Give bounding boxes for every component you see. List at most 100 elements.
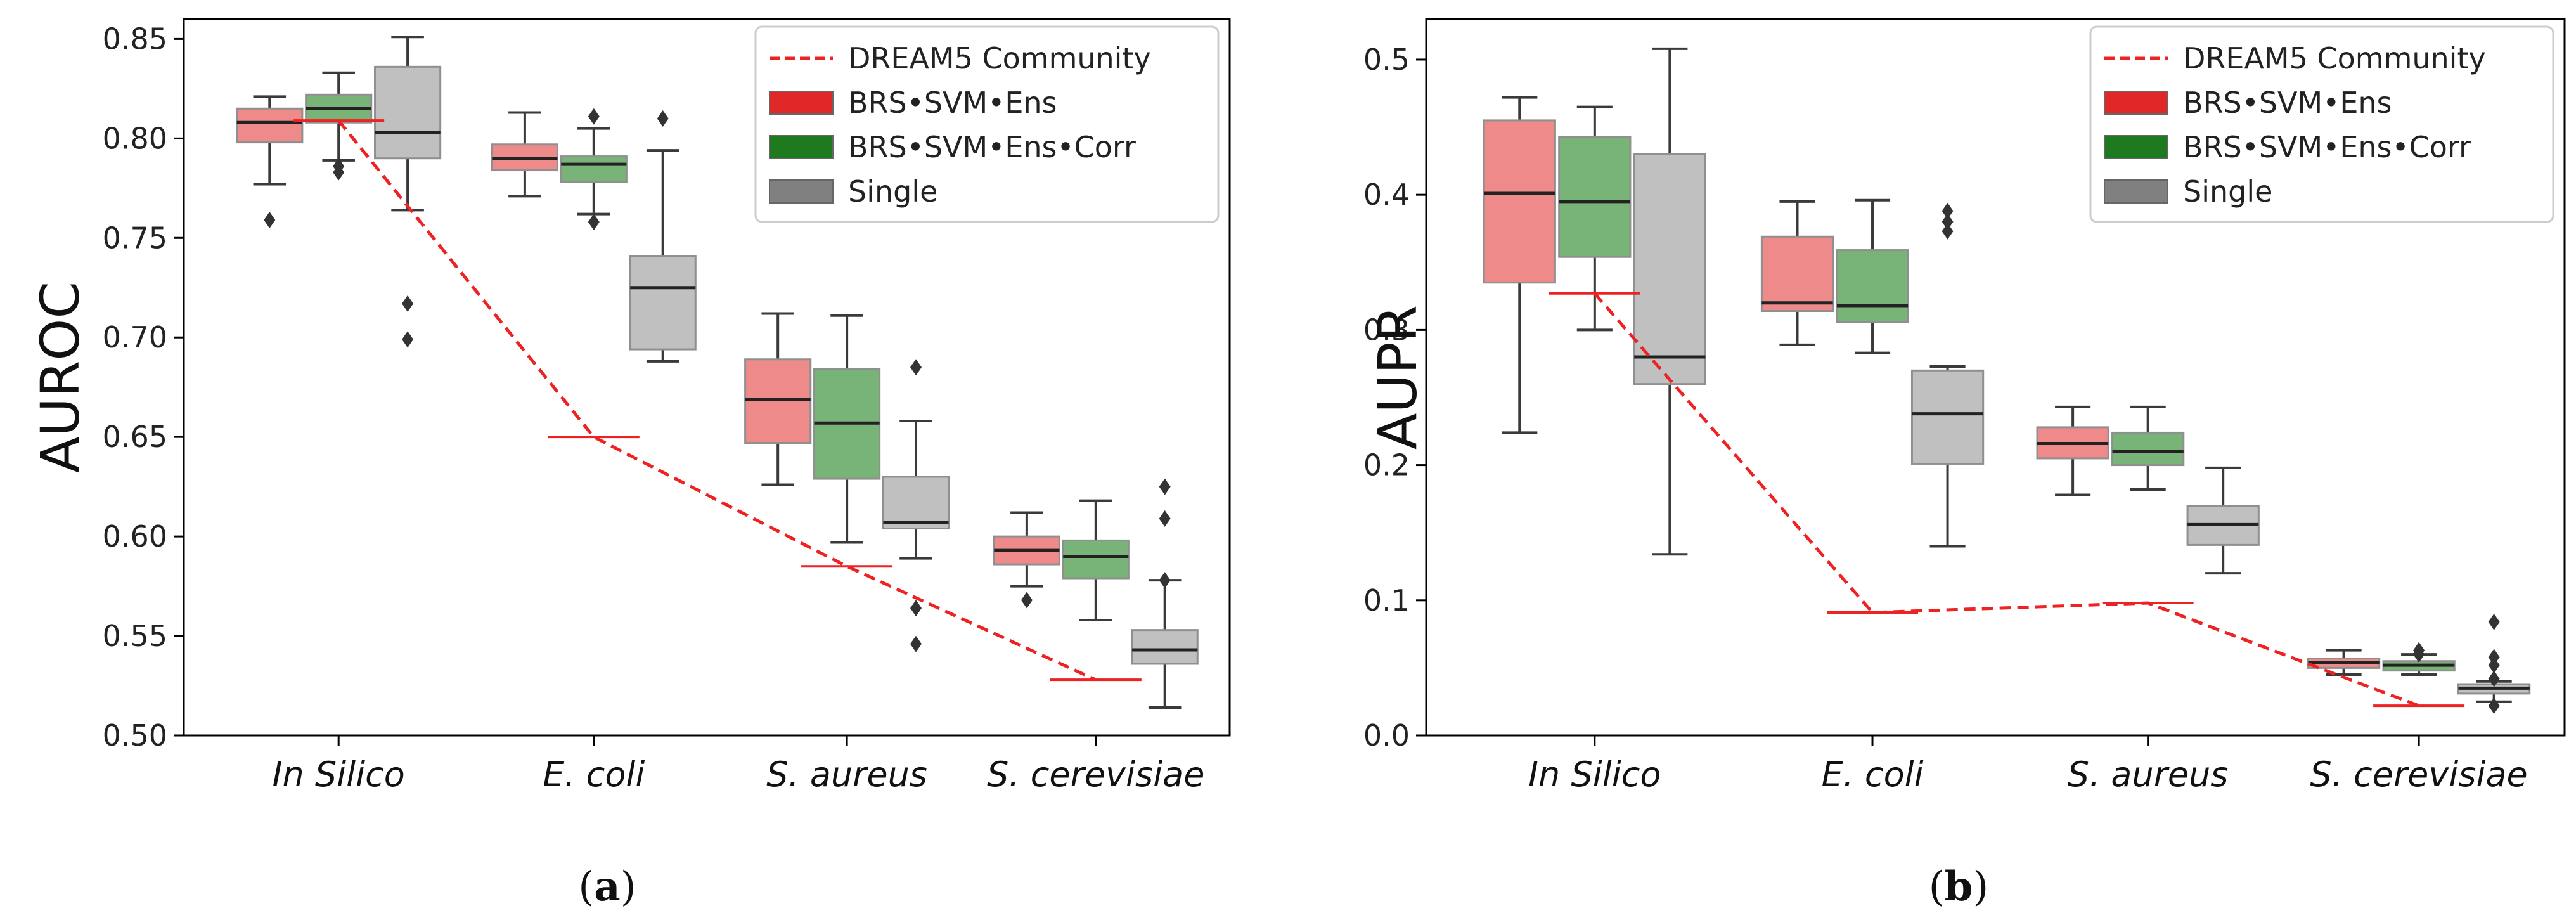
box-BRS•SVM•Ens•Corr-S. cerevisiae [2382,642,2456,677]
legend-label: DREAM5 Community [848,41,1151,75]
box-iqr [560,155,628,183]
box-BRS•SVM•Ens-S. cerevisiae [2307,649,2381,677]
outlier-point [2413,642,2425,659]
outlier-point [2488,613,2500,630]
y-tick-label: 0.1 [1363,583,1410,618]
box-iqr [1558,135,1632,258]
y-tick-label: 0.5 [1363,42,1410,77]
x-category-label: In Silico [273,755,405,794]
x-category-label: S. aureus [766,755,927,794]
box-Single-S. cerevisiae [1131,478,1199,709]
box-BRS•SVM•Ens-In Silico [236,95,304,229]
y-tick-label: 0.4 [1363,178,1410,212]
y-tick-label: 0.0 [1363,718,1410,753]
outlier-point [1159,478,1171,495]
legend-label: BRS•SVM•Ens•Corr [848,130,1136,164]
outlier-point [402,331,414,348]
legend-swatch [769,179,834,204]
outlier-point [588,108,600,125]
box-BRS•SVM•Ens•Corr-In Silico [1558,105,1632,332]
legend-frame [2089,25,2554,223]
legend: DREAM5 Community BRS•SVM•Ens BRS•SVM•Ens•C… [2089,25,2554,223]
box-BRS•SVM•Ens•Corr-S. cerevisiae [1062,499,1130,621]
y-tick-label: 0.55 [103,619,167,653]
box-iqr [1483,119,1556,284]
box-BRS•SVM•Ens-S. cerevisiae [993,511,1060,609]
box-iqr [629,255,697,351]
chart-panel-a: 0.50 0.55 0.60 0.65 0.70 0.75 0.80 0.85 In Silic… [29,18,1231,910]
y-tick-label: 0.2 [1363,448,1410,483]
box-Single-E. coli [629,110,697,363]
legend-label: Single [848,174,937,209]
box-iqr [2111,431,2185,467]
legend-swatch [769,135,834,159]
legend-label: Single [2183,174,2272,209]
plot-frame [183,18,1231,737]
box-iqr [374,65,442,160]
box-iqr [1062,539,1130,580]
outlier-point [264,212,276,229]
x-category-label: S. aureus [2068,755,2229,794]
box-Single-In Silico [1633,47,1706,556]
outlier-point [1021,592,1033,609]
y-tick-label: 0.75 [103,221,167,255]
legend-label: BRS•SVM•Ens•Corr [2183,130,2471,164]
outlier-point [1942,213,1954,230]
box-BRS•SVM•Ens•Corr-S. aureus [813,314,881,544]
y-tick-label: 0.85 [103,22,167,56]
box-Single-S. cerevisiae [2457,613,2531,715]
box-BRS•SVM•Ens-E. coli [1760,200,1834,346]
y-tick-label: 0.60 [103,519,167,554]
box-iqr [1633,153,1706,385]
y-tick-label: 0.70 [103,320,167,354]
legend-frame [754,25,1220,223]
outlier-point [1159,510,1171,527]
chart-panel-b: 0.0 0.1 0.2 0.3 0.4 0.5 In Silico E. coli S. aur… [1363,18,2566,910]
legend-swatch [2104,135,2168,159]
legend: DREAM5 Community BRS•SVM•Ens BRS•SVM•Ens•C… [754,25,1220,223]
outlier-point [1942,223,1954,240]
legend-swatch [2104,179,2168,204]
plot-frame [1425,18,2566,737]
box-BRS•SVM•Ens-In Silico [1483,96,1556,434]
y-axis-label: AUPR [1367,305,1429,450]
outlier-point [2488,697,2500,715]
outlier-point [2488,649,2500,666]
legend-swatch [769,91,834,115]
y-tick-label: 0.3 [1363,313,1410,347]
outlier-point [1159,572,1171,589]
outlier-point [588,214,600,231]
box-BRS•SVM•Ens•Corr-S. aureus [2111,405,2185,491]
box-BRS•SVM•Ens-E. coli [491,111,558,198]
legend-label: BRS•SVM•Ens [2183,86,2392,120]
box-iqr [236,107,304,144]
box-BRS•SVM•Ens•Corr-E. coli [1836,198,1909,354]
box-Single-S. aureus [882,359,950,652]
box-Single-In Silico [374,36,442,348]
x-category-label: In Silico [1528,755,1661,794]
panel-label: (b) [1929,863,1989,910]
box-BRS•SVM•Ens•Corr-E. coli [560,108,628,231]
outlier-point [910,359,922,376]
box-iqr [744,358,812,444]
x-category-label: E. coli [543,755,645,794]
box-iqr [1910,369,1985,465]
y-axis-label: AUROC [29,282,91,473]
box-BRS•SVM•Ens•Corr-In Silico [305,71,373,181]
panel-letter: b [1945,863,1973,910]
legend-label: BRS•SVM•Ens [848,86,1057,120]
y-tick-label: 0.50 [103,718,167,753]
box-Single-S. aureus [2186,466,2260,575]
outlier-point [333,158,345,175]
outlier-point [402,295,414,312]
legend-swatch [2104,91,2168,115]
legend-label: DREAM5 Community [2183,41,2486,75]
box-BRS•SVM•Ens-S. aureus [744,312,812,486]
outlier-point [1942,202,1954,219]
x-category-label: S. cerevisiae [2310,755,2527,794]
outlier-point [2488,670,2500,687]
reference-dashed-line [337,119,1097,682]
reference-dashed-line [1593,292,2419,708]
box-iqr [1760,235,1834,313]
